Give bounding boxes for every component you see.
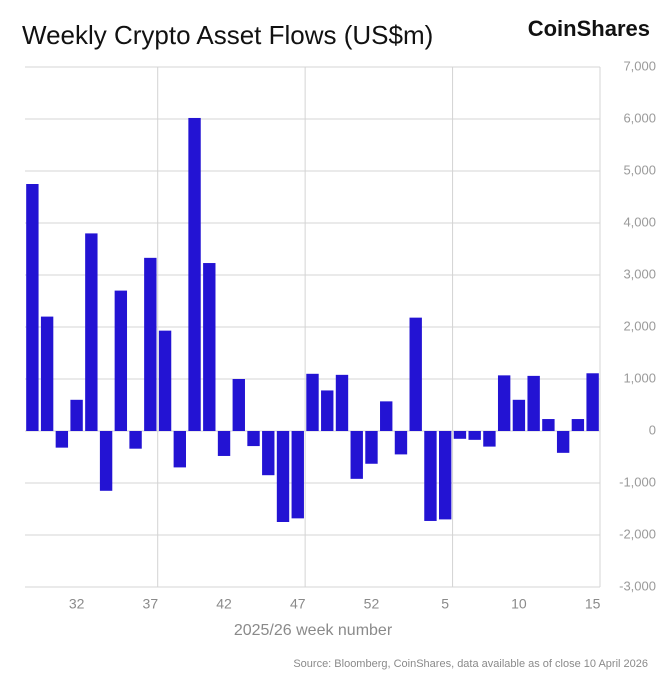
bar — [158, 330, 172, 431]
bar — [203, 263, 216, 431]
bar — [40, 316, 54, 431]
bar — [173, 431, 186, 468]
bar — [556, 431, 570, 453]
y-tick-label: -3,000 — [619, 578, 656, 593]
y-tick-label: 0 — [649, 422, 656, 437]
x-tick-label: 47 — [290, 596, 306, 612]
bar — [114, 290, 128, 431]
x-tick-label: 42 — [216, 596, 232, 612]
x-tick-label: 10 — [511, 596, 527, 612]
y-tick-label: -2,000 — [619, 526, 656, 541]
bar — [424, 431, 437, 521]
bar — [129, 431, 142, 449]
source-note: Source: Bloomberg, CoinShares, data avai… — [293, 658, 648, 670]
y-tick-label: 4,000 — [623, 214, 656, 229]
bar — [188, 117, 201, 432]
bar — [483, 431, 496, 447]
x-tick-label: 5 — [441, 596, 449, 612]
bar — [439, 431, 452, 520]
bar — [55, 431, 69, 448]
bar — [512, 399, 526, 431]
bar — [247, 431, 260, 447]
bar — [497, 375, 511, 431]
bar — [394, 431, 408, 455]
bar — [262, 431, 275, 476]
bar — [291, 431, 304, 519]
bar — [321, 390, 334, 431]
bar — [468, 431, 481, 440]
bar — [276, 431, 290, 522]
bar — [99, 431, 113, 491]
x-tick-label: 37 — [143, 596, 159, 612]
y-tick-label: 5,000 — [623, 162, 656, 177]
bar — [409, 317, 422, 431]
y-tick-label: 3,000 — [623, 266, 656, 281]
x-axis-label: 2025/26 week number — [234, 622, 393, 639]
bar — [571, 419, 585, 431]
bar — [365, 431, 378, 464]
bar — [586, 373, 599, 431]
brand-logo: CoinShares — [528, 16, 650, 41]
bar — [232, 379, 245, 431]
bar — [306, 373, 319, 431]
bar — [350, 431, 363, 479]
bar — [335, 374, 349, 431]
bar — [26, 184, 39, 431]
bar — [70, 399, 83, 431]
bar — [85, 233, 98, 431]
y-tick-label: 2,000 — [623, 318, 656, 333]
y-tick-label: -1,000 — [619, 474, 656, 489]
chart-title: Weekly Crypto Asset Flows (US$m) — [22, 20, 433, 50]
bar — [380, 401, 393, 431]
y-tick-label: 7,000 — [623, 58, 656, 73]
bar — [217, 431, 231, 456]
bar — [144, 257, 157, 431]
x-tick-label: 15 — [585, 596, 601, 612]
y-tick-label: 1,000 — [623, 370, 656, 385]
x-tick-label: 32 — [69, 596, 85, 612]
x-tick-label: 52 — [364, 596, 380, 612]
bar — [453, 431, 467, 439]
bar — [542, 419, 555, 431]
y-tick-label: 6,000 — [623, 110, 656, 125]
bar — [527, 375, 540, 431]
